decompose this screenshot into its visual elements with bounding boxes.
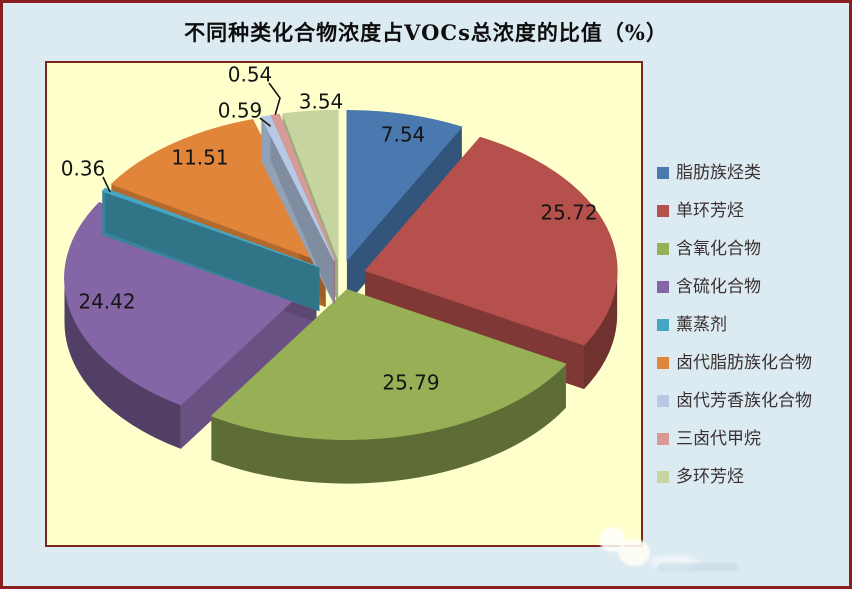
legend-item-label: 单环芳烃 — [676, 201, 744, 221]
slice-label: 25.72 — [540, 201, 597, 225]
legend-item: 多环芳烃 — [657, 467, 812, 487]
pie-slice-side — [105, 188, 320, 312]
slice-label: 0.59 — [218, 99, 263, 123]
pie-slice-top — [346, 110, 463, 262]
pie-slice-top — [101, 187, 320, 268]
pie-slice-side — [180, 278, 317, 449]
pie-slice-top — [110, 119, 327, 264]
legend-swatch-icon — [657, 433, 669, 445]
pie-slice-top — [364, 136, 618, 346]
chart-title: 不同种类化合物浓度占VOCs总浓度的比值（%） — [184, 20, 668, 45]
pie-slice-rim — [583, 270, 618, 390]
pie-slice-rim — [64, 278, 181, 449]
legend-swatch-icon — [657, 167, 669, 179]
legend-item-label: 多环芳烃 — [676, 467, 744, 487]
pie-slice-top — [282, 109, 339, 261]
legend-swatch-icon — [657, 471, 669, 483]
legend-swatch-icon — [657, 243, 669, 255]
legend-swatch-icon — [657, 319, 669, 331]
legend-item-label: 卤代脂肪族化合物 — [676, 353, 812, 373]
pie-slice-top — [270, 113, 336, 261]
legend-swatch-icon — [657, 205, 669, 217]
leader-line — [102, 176, 111, 193]
legend-item: 含氧化合物 — [657, 239, 812, 259]
slice-label: 0.54 — [228, 63, 273, 87]
pie-slice-top — [64, 201, 318, 406]
slice-label: 25.79 — [382, 371, 439, 395]
legend-item-label: 卤代芳香族化合物 — [676, 391, 812, 411]
legend-item-label: 含氧化合物 — [676, 239, 761, 259]
slice-label: 7.54 — [381, 123, 426, 147]
pie-slice-top — [260, 115, 335, 261]
legend-item-label: 含硫化合物 — [676, 277, 761, 297]
legend-item: 含硫化合物 — [657, 277, 812, 297]
slice-label: 0.36 — [61, 157, 106, 181]
pie-chart: 7.54 25.72 25.79 24.42 0.36 11.51 0.59 0.54 3.54 — [61, 63, 618, 484]
legend-item: 单环芳烃 — [657, 201, 812, 221]
legend: 脂肪族烃类单环芳烃含氧化合物含硫化合物薰蒸剂卤代脂肪族化合物 卤代芳香族化合物 三卤… — [657, 163, 812, 505]
slice-label: 3.54 — [299, 90, 344, 114]
slice-label: 24.42 — [78, 290, 135, 314]
legend-swatch-icon — [657, 357, 669, 369]
legend-item-label: 三卤代甲烷 — [676, 429, 761, 449]
legend-item: 卤代芳香族化合物 — [657, 391, 812, 411]
leader-line — [268, 82, 281, 115]
slice-label: 11.51 — [171, 146, 228, 170]
leader-line — [259, 117, 272, 127]
legend-item-label: 脂肪族烃类 — [676, 163, 761, 183]
legend-item: 卤代脂肪族化合物 — [657, 353, 812, 373]
pie-slice-top — [210, 289, 567, 440]
legend-item: 三卤代甲烷 — [657, 429, 812, 449]
legend-swatch-icon — [657, 281, 669, 293]
legend-swatch-icon — [657, 395, 669, 407]
legend-item-label: 薰蒸剂 — [676, 315, 727, 335]
pie-slice-rim — [211, 363, 566, 484]
legend-item: 脂肪族烃类 — [657, 163, 812, 183]
legend-item: 薰蒸剂 — [657, 315, 812, 335]
